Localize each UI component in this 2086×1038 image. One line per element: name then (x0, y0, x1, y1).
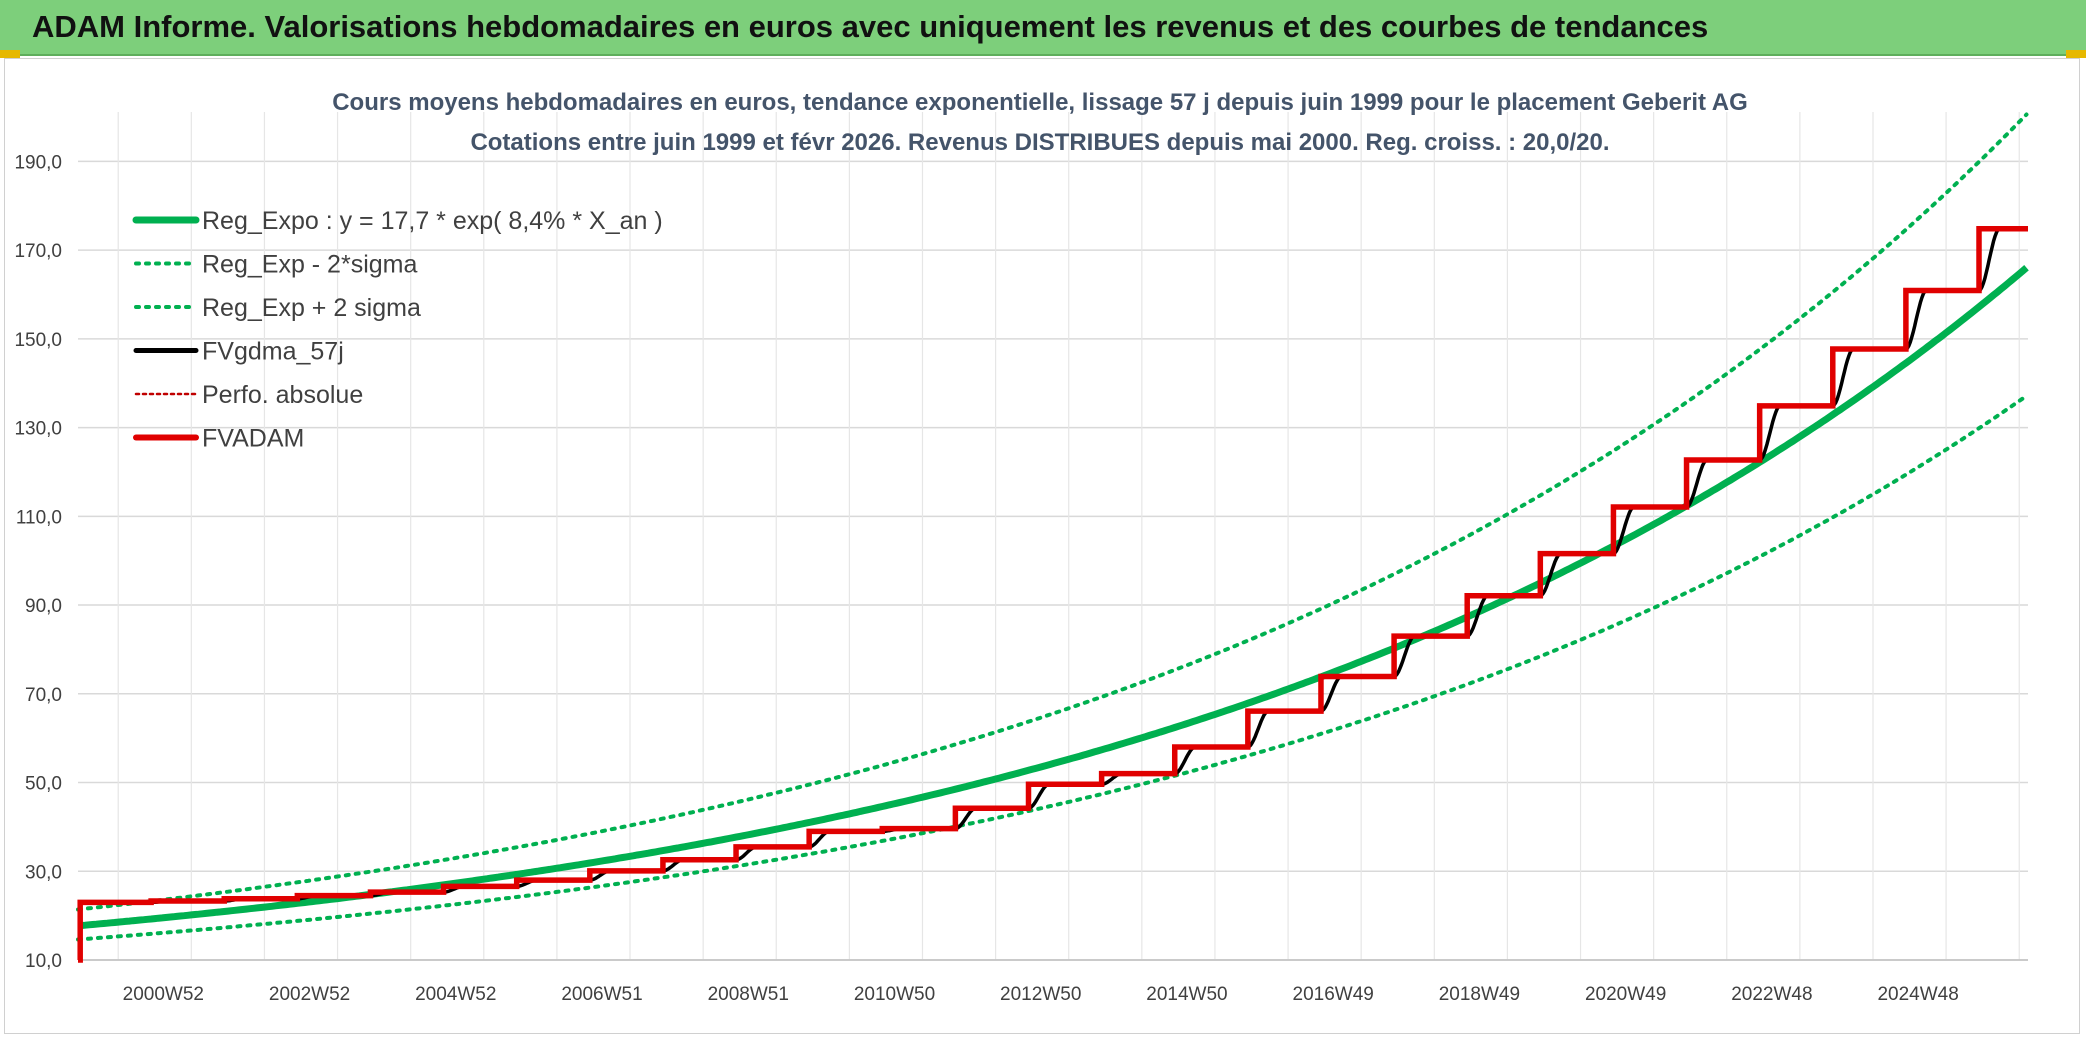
x-tick-label: 2002W52 (269, 984, 350, 1005)
x-tick-label: 2006W51 (561, 984, 642, 1005)
chart-plot (76, 112, 2029, 963)
legend-label: FVgdma_57j (202, 338, 344, 366)
x-tick-label: 2014W50 (1146, 984, 1227, 1005)
x-tick-label: 2012W50 (1000, 984, 1081, 1005)
report-title: ADAM Informe. Valorisations hebdomadaire… (32, 9, 1709, 44)
x-tick-label: 2008W51 (708, 984, 789, 1005)
legend-label: Reg_Exp + 2 sigma (202, 294, 421, 322)
series-fvadam (77, 226, 2028, 963)
chart-subtitle: Cotations entre juin 1999 et févr 2026. … (470, 129, 1609, 156)
y-tick-label: 110,0 (16, 507, 62, 528)
chart-grid (78, 112, 2028, 961)
y-tick-label: 130,0 (14, 419, 62, 440)
chart-legend: Reg_Expo : y = 17,7 * exp( 8,4% * X_an )… (132, 207, 663, 453)
x-tick-label: 2024W48 (1877, 984, 1958, 1005)
legend-label: Reg_Exp - 2*sigma (202, 251, 417, 279)
y-axis-ticks: 10,0 30,0 50,0 70,0 90,0 110,0 130,0 150,0 170,0… (14, 152, 62, 972)
x-tick-label: 2022W48 (1731, 984, 1812, 1005)
series-reg-exp-plus-2sigma (76, 112, 2029, 912)
x-axis-ticks: 2000W52 2002W52 2004W52 2006W51 2008W51 2010W… (123, 984, 1959, 1005)
series-reg-expo (77, 265, 2029, 930)
x-tick-label: 2016W49 (1293, 984, 1374, 1005)
y-tick-label: 10,0 (25, 951, 62, 972)
report-banner: ADAM Informe. Valorisations hebdomadaire… (0, 0, 2086, 56)
corner-marker-right (2066, 50, 2086, 58)
x-tick-label: 2018W49 (1439, 984, 1520, 1005)
y-tick-label: 150,0 (14, 330, 62, 351)
series-reg-exp-minus-2sigma (76, 393, 2029, 942)
x-tick-label: 2004W52 (415, 984, 496, 1005)
chart-title: Cours moyens hebdomadaires en euros, ten… (332, 89, 1748, 116)
y-tick-label: 70,0 (25, 685, 62, 706)
y-tick-label: 190,0 (14, 152, 62, 173)
legend-label: Reg_Expo : y = 17,7 * exp( 8,4% * X_an ) (202, 207, 663, 235)
x-tick-label: 2000W52 (123, 984, 204, 1005)
y-tick-label: 30,0 (25, 862, 62, 883)
legend-label: Perfo. absolue (202, 381, 363, 409)
y-tick-label: 50,0 (25, 774, 62, 795)
x-tick-label: 2010W50 (854, 984, 935, 1005)
series-fvgdma-57j (80, 227, 2028, 905)
y-tick-label: 90,0 (25, 596, 62, 617)
y-tick-label: 170,0 (14, 241, 62, 262)
legend-label: FVADAM (202, 425, 304, 453)
x-tick-label: 2020W49 (1585, 984, 1666, 1005)
corner-marker-left (0, 50, 20, 58)
